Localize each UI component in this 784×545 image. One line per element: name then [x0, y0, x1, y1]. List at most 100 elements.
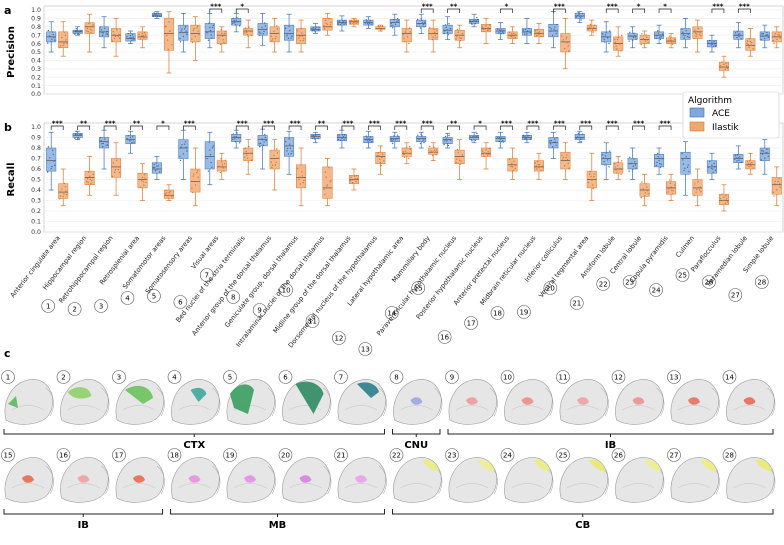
data-point-ilastik: [488, 153, 490, 155]
data-point-ilastik: [482, 153, 484, 155]
brain-number-circle: [112, 448, 126, 462]
data-point-ace: [735, 34, 737, 36]
data-point-ilastik: [646, 186, 648, 188]
data-point-ace: [470, 138, 472, 141]
data-point-ace: [261, 138, 263, 140]
data-point-ace: [287, 37, 290, 39]
box-ilastik: [481, 24, 492, 33]
significance-marker: ***: [607, 120, 618, 128]
brain-region-highlight: [743, 397, 756, 405]
region-number-circle: [41, 299, 56, 313]
significance-marker: ***: [660, 120, 671, 128]
data-point-ilastik: [403, 156, 406, 158]
data-point-ace: [258, 142, 260, 145]
data-point-ilastik: [143, 31, 146, 34]
data-point-ace: [760, 159, 762, 161]
data-point-ace: [766, 31, 768, 34]
data-point-ace: [284, 140, 287, 143]
data-point-ilastik: [458, 159, 461, 161]
box-ilastik: [243, 147, 254, 161]
data-point-ilastik: [350, 176, 352, 179]
data-point-ilastik: [433, 149, 436, 151]
data-point-ilastik: [328, 166, 330, 169]
region-number-circle: [754, 275, 769, 289]
data-point-ilastik: [563, 165, 566, 167]
data-point-ace: [421, 19, 423, 22]
data-point-ace: [368, 21, 370, 23]
data-point-ilastik: [271, 40, 273, 42]
data-point-ace: [235, 135, 237, 138]
data-point-ace: [338, 20, 340, 22]
data-point-ilastik: [568, 167, 570, 170]
data-point-ilastik: [145, 181, 147, 184]
plot-frame: [43, 122, 784, 233]
data-point-ace: [419, 27, 422, 29]
data-point-ace: [761, 35, 764, 37]
brain-region-highlight: [77, 475, 90, 483]
data-point-ilastik: [773, 35, 776, 37]
data-point-ace: [316, 133, 318, 136]
data-point-ace: [127, 134, 130, 137]
data-point-ace: [99, 26, 102, 28]
data-point-ilastik: [192, 29, 194, 32]
data-point-ilastik: [431, 154, 434, 157]
data-point-ace: [687, 164, 689, 166]
data-point-ace: [580, 19, 582, 21]
data-point-ilastik: [89, 178, 92, 181]
data-point-ilastik: [378, 158, 381, 160]
data-point-ilastik: [65, 39, 67, 41]
box-ilastik: [216, 160, 227, 172]
data-point-ace: [259, 34, 261, 37]
data-point-ace: [284, 27, 287, 30]
data-point-ilastik: [377, 152, 379, 154]
data-point-ilastik: [221, 32, 223, 35]
data-point-ace: [683, 169, 685, 172]
brain-outline: [448, 457, 498, 503]
data-point-ace: [47, 29, 50, 32]
data-point-ace: [102, 142, 105, 145]
data-point-ace: [764, 157, 766, 159]
data-point-ace: [578, 13, 580, 15]
data-point-ilastik: [244, 147, 247, 149]
data-point-ace: [524, 28, 527, 31]
data-point-ilastik: [90, 182, 92, 185]
data-point-ilastik: [383, 27, 385, 30]
data-point-ilastik: [456, 28, 459, 31]
data-point-ace: [184, 26, 187, 28]
region-number-circle: [675, 268, 690, 282]
data-point-ace: [153, 163, 155, 166]
region-number: 22: [599, 281, 608, 289]
brain-number-circle: [1, 448, 15, 462]
data-point-ace: [656, 152, 659, 155]
brain-number-circle: [278, 370, 293, 384]
data-point-ilastik: [353, 178, 355, 181]
data-point-ace: [129, 140, 131, 142]
data-point-ilastik: [561, 154, 563, 156]
brain-thumbnail: 11: [556, 370, 609, 425]
data-point-ilastik: [536, 160, 539, 163]
data-point-ace: [581, 12, 584, 15]
region-name-label: Ventral tegmental area: [537, 234, 590, 299]
data-point-ace: [80, 30, 82, 32]
data-point-ilastik: [249, 152, 252, 155]
recall-chart: 0.0 0.1 0.2 0.3 0.4 0.5 0.6 0.7 0.8 0.9 1.0 Recall *…: [6, 120, 784, 236]
brain-region-highlight: [466, 397, 478, 405]
brain-region-highlight: [355, 475, 367, 483]
significance-marker: ***: [290, 120, 301, 128]
data-point-ilastik: [617, 161, 619, 164]
brain-number: 21: [337, 452, 346, 460]
data-point-ace: [608, 166, 610, 168]
y-tick-label: 1.0: [31, 124, 41, 131]
data-point-ilastik: [646, 36, 648, 39]
brain-region-highlight: [133, 475, 145, 483]
data-point-ilastik: [277, 32, 279, 35]
data-point-ilastik: [143, 37, 145, 39]
data-point-ace: [367, 141, 370, 144]
data-point-ilastik: [380, 30, 382, 32]
data-point-ace: [99, 136, 102, 139]
data-point-ilastik: [614, 163, 616, 165]
data-point-ace: [154, 13, 156, 15]
data-point-ace: [264, 136, 267, 139]
data-point-ilastik: [567, 45, 569, 47]
data-point-ace: [264, 25, 267, 27]
